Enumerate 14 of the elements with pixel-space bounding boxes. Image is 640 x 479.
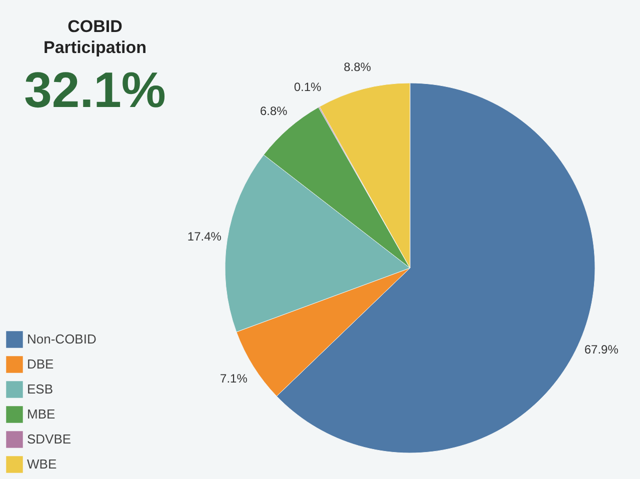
legend-label: MBE: [27, 406, 56, 422]
legend-label: DBE: [27, 356, 54, 372]
data-label: 7.1%: [220, 371, 248, 386]
chart-title: COBID Participation: [44, 17, 146, 57]
data-label: 0.1%: [294, 80, 322, 94]
data-label: 6.8%: [260, 104, 288, 118]
legend-label: ESB: [27, 382, 54, 396]
legend-label: Non-COBID: [27, 332, 96, 346]
chart-subtitle: 32.1%: [24, 62, 166, 118]
data-label: 17.4%: [187, 229, 222, 244]
data-label: 8.8%: [344, 60, 372, 74]
data-label: 67.9%: [584, 342, 619, 356]
legend-label: SDVBE: [27, 432, 72, 446]
legend-label: WBE: [27, 456, 57, 472]
